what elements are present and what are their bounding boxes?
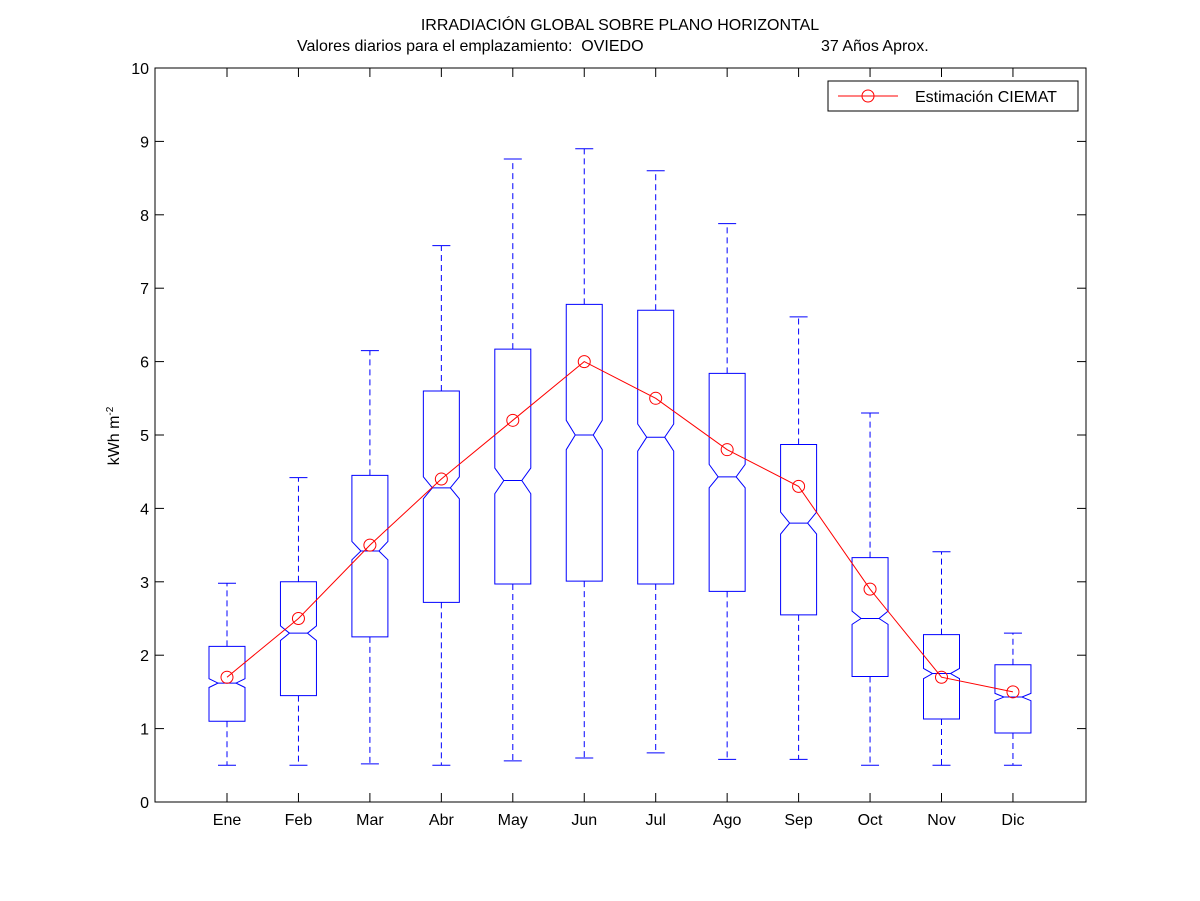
box-body xyxy=(851,557,889,677)
x-tick-label: Ago xyxy=(713,812,742,829)
legend: Estimación CIEMAT xyxy=(827,80,1079,112)
x-tick-label: Abr xyxy=(429,812,455,829)
box-body xyxy=(637,309,675,585)
series-point xyxy=(863,582,877,596)
x-tick-label: Jul xyxy=(645,812,665,829)
x-tick-label: Oct xyxy=(858,812,883,829)
series-line xyxy=(226,361,1014,693)
box-Ene xyxy=(208,582,246,766)
box-body xyxy=(708,372,746,592)
y-tick-label: 5 xyxy=(140,428,149,445)
box-body xyxy=(422,390,460,603)
series-point xyxy=(506,413,520,427)
box-body xyxy=(565,303,603,582)
y-tick-label: 3 xyxy=(140,575,149,592)
box-Dic xyxy=(994,632,1032,766)
series-point xyxy=(720,443,734,457)
box-May xyxy=(494,158,532,762)
series-point xyxy=(935,670,948,684)
legend-label: Estimación CIEMAT xyxy=(915,89,1057,106)
chart-subtitle-location: Valores diarios para el emplazamiento: O… xyxy=(297,38,644,55)
chart-title: IRRADIACIÓN GLOBAL SOBRE PLANO HORIZONTA… xyxy=(420,17,820,34)
box-body xyxy=(279,581,317,697)
x-tick-label: Jun xyxy=(571,812,597,829)
legend-marker-icon xyxy=(861,89,875,103)
series-point xyxy=(434,472,448,486)
series-point xyxy=(1006,685,1020,699)
x-tick-label: Feb xyxy=(285,812,313,829)
x-axis: Ene Feb Mar Abr May Jun Jul Ago Sep Oct Nov Dic xyxy=(213,68,1025,829)
box-series xyxy=(208,148,1032,766)
y-tick-label: 4 xyxy=(140,501,149,518)
box-Sep xyxy=(780,316,818,760)
series-point xyxy=(649,391,663,405)
box-Jun xyxy=(565,148,603,759)
x-tick-label: Sep xyxy=(784,812,813,829)
series-point xyxy=(220,670,234,684)
x-tick-label: Dic xyxy=(1001,812,1024,829)
y-tick-label: 6 xyxy=(140,355,149,372)
plot-area xyxy=(154,67,1087,803)
x-tick-label: Ene xyxy=(213,812,242,829)
x-tick-label: Nov xyxy=(927,812,955,829)
box-Ago xyxy=(708,223,746,760)
x-tick-label: May xyxy=(498,812,528,829)
box-body xyxy=(494,348,532,585)
box-Jul xyxy=(637,170,675,754)
series-point xyxy=(363,538,377,552)
series-point xyxy=(577,355,591,369)
box-Abr xyxy=(422,245,460,766)
series-point xyxy=(792,479,806,493)
box-body xyxy=(351,474,389,638)
estimation-series xyxy=(220,355,1020,699)
box-body xyxy=(923,634,960,720)
y-axis: 0 1 2 3 4 5 6 7 8 9 10 xyxy=(131,61,1086,812)
series-point xyxy=(291,612,305,625)
x-tick-label: Mar xyxy=(356,812,384,829)
box-body xyxy=(208,645,246,722)
box-body xyxy=(994,664,1032,734)
box-Nov xyxy=(923,551,960,766)
chart-subtitle-years: 37 Años Aprox. xyxy=(821,38,929,55)
y-axis-label: kWh m-2 xyxy=(105,406,123,465)
box-Oct xyxy=(851,412,889,766)
y-tick-label: 7 xyxy=(140,281,149,298)
y-tick-label: 9 xyxy=(140,134,149,151)
box-Feb xyxy=(279,477,317,766)
y-tick-label: 1 xyxy=(140,722,149,739)
box-Mar xyxy=(351,350,389,765)
y-tick-label: 8 xyxy=(140,208,149,225)
y-tick-label: 2 xyxy=(140,648,149,665)
box-body xyxy=(780,444,818,616)
y-tick-label: 0 xyxy=(140,795,149,812)
y-tick-label: 10 xyxy=(131,61,149,78)
